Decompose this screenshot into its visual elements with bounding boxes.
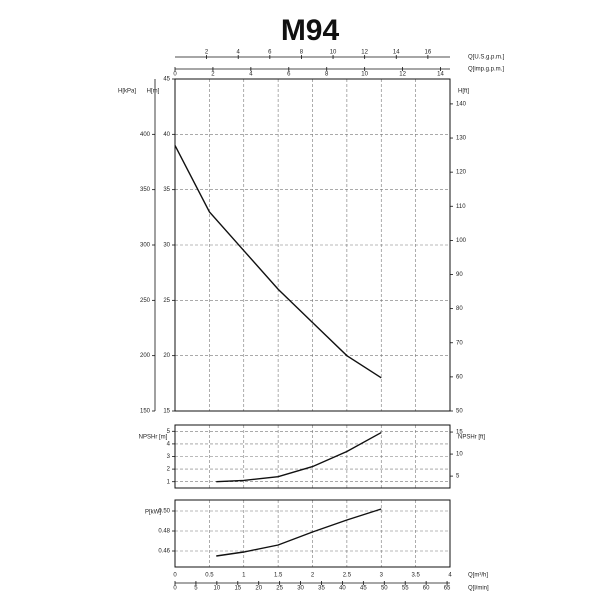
x2-tick-label: 60 [423, 586, 430, 592]
x-top-tick-label: 4 [249, 72, 253, 78]
y-tick-label: 35 [163, 187, 170, 193]
y3-axis-label: H[kPa] [118, 89, 136, 95]
y2-tick-label: 130 [456, 136, 467, 142]
x2-tick-label: 5 [194, 586, 198, 592]
x-top-tick-label: 6 [287, 72, 291, 78]
x-tick-label: 1.5 [274, 573, 283, 579]
x2-tick-label: 30 [297, 586, 304, 592]
x2-tick-label: 50 [381, 586, 388, 592]
y-tick-label: 15 [163, 409, 170, 415]
y2-tick-label: 120 [456, 170, 467, 176]
y-tick-label: 45 [163, 77, 170, 83]
y-axis-label: P[kW] [145, 510, 161, 516]
y2-tick-label: 100 [456, 238, 467, 244]
y2-tick-label: 5 [456, 474, 460, 480]
x2-tick-label: 65 [444, 586, 451, 592]
x2-tick-label: 0 [173, 586, 177, 592]
y2-tick-label: 50 [456, 409, 463, 415]
y-axis-label: H[m] [147, 89, 160, 95]
x-top-tick-label: 6 [268, 50, 272, 56]
x2-tick-label: 35 [318, 586, 325, 592]
y-tick-label: 0.48 [158, 529, 170, 535]
y3-tick-label: 250 [140, 298, 151, 304]
y-tick-label: 20 [163, 353, 170, 359]
x2-axis-label: Q[l/min] [468, 586, 489, 592]
x-top-tick-label: 10 [330, 50, 337, 56]
x-top-tick-label: 16 [425, 50, 432, 56]
y2-axis-label: H[ft] [458, 89, 469, 95]
y2-tick-label: 15 [456, 430, 463, 436]
y3-tick-label: 200 [140, 353, 151, 359]
y-tick-label: 30 [163, 243, 170, 249]
y3-tick-label: 400 [140, 132, 151, 138]
x-top-tick-label: 8 [300, 50, 304, 56]
y2-tick-label: 90 [456, 272, 463, 278]
x-top-tick-label: 8 [325, 72, 329, 78]
y2-axis-label: NPSHr [ft] [458, 435, 485, 441]
y2-tick-label: 110 [456, 204, 466, 210]
x-tick-label: 2.5 [343, 573, 352, 579]
y3-tick-label: 350 [140, 187, 151, 193]
x2-tick-label: 40 [339, 586, 346, 592]
curve [216, 431, 382, 483]
y-tick-label: 2 [167, 467, 171, 473]
plot-frame [174, 499, 451, 568]
x-tick-label: 3 [380, 573, 384, 579]
curve [174, 145, 382, 379]
y2-tick-label: 60 [456, 374, 463, 380]
x-axis-label: Q[m³/h] [468, 573, 488, 579]
x-top-tick-label: 12 [361, 50, 368, 56]
x-tick-label: 0 [173, 573, 177, 579]
x2-tick-label: 55 [402, 586, 409, 592]
curve [216, 508, 382, 557]
x2-tick-label: 45 [360, 586, 367, 592]
x-top-tick-label: 4 [237, 50, 241, 56]
y2-tick-label: 10 [456, 452, 463, 458]
x-tick-label: 0.5 [205, 573, 214, 579]
y-tick-label: 4 [167, 441, 171, 447]
y-tick-label: 1 [167, 479, 171, 485]
x-tick-label: 2 [311, 573, 315, 579]
y-tick-label: 25 [163, 298, 170, 304]
plot-frame [174, 78, 451, 412]
x2-tick-label: 15 [234, 586, 241, 592]
y2-tick-label: 80 [456, 306, 463, 312]
x-top-tick-label: 12 [399, 72, 406, 78]
y-tick-label: 5 [167, 429, 171, 435]
x-tick-label: 1 [242, 573, 246, 579]
y-tick-label: 40 [163, 132, 170, 138]
y-tick-label: 3 [167, 454, 171, 460]
x2-tick-label: 10 [214, 586, 221, 592]
x-top-axis-label: Q[imp.g.p.m.] [468, 67, 504, 73]
x-top-tick-label: 0 [173, 72, 177, 78]
x2-tick-label: 20 [255, 586, 262, 592]
y-tick-label: 0.46 [158, 549, 170, 555]
chart-title: M94 [281, 14, 340, 47]
x-top-tick-label: 14 [393, 50, 400, 56]
y-axis-label: NPSHr [m] [139, 435, 168, 441]
x-tick-label: 4 [448, 573, 452, 579]
y3-tick-label: 300 [140, 243, 151, 249]
y2-tick-label: 140 [456, 101, 467, 107]
y3-tick-label: 150 [140, 409, 151, 415]
x-top-tick-label: 2 [211, 72, 215, 78]
x2-tick-label: 25 [276, 586, 283, 592]
x-tick-label: 3.5 [411, 573, 420, 579]
y-tick-label: 0.50 [158, 509, 170, 515]
x-top-axis-label: Q[U.S.g.p.m.] [468, 55, 505, 61]
x-top-tick-label: 14 [437, 72, 444, 78]
y2-tick-label: 70 [456, 340, 463, 346]
x-top-tick-label: 2 [205, 50, 209, 56]
x-top-tick-label: 10 [361, 72, 368, 78]
plot-frame [174, 424, 451, 489]
